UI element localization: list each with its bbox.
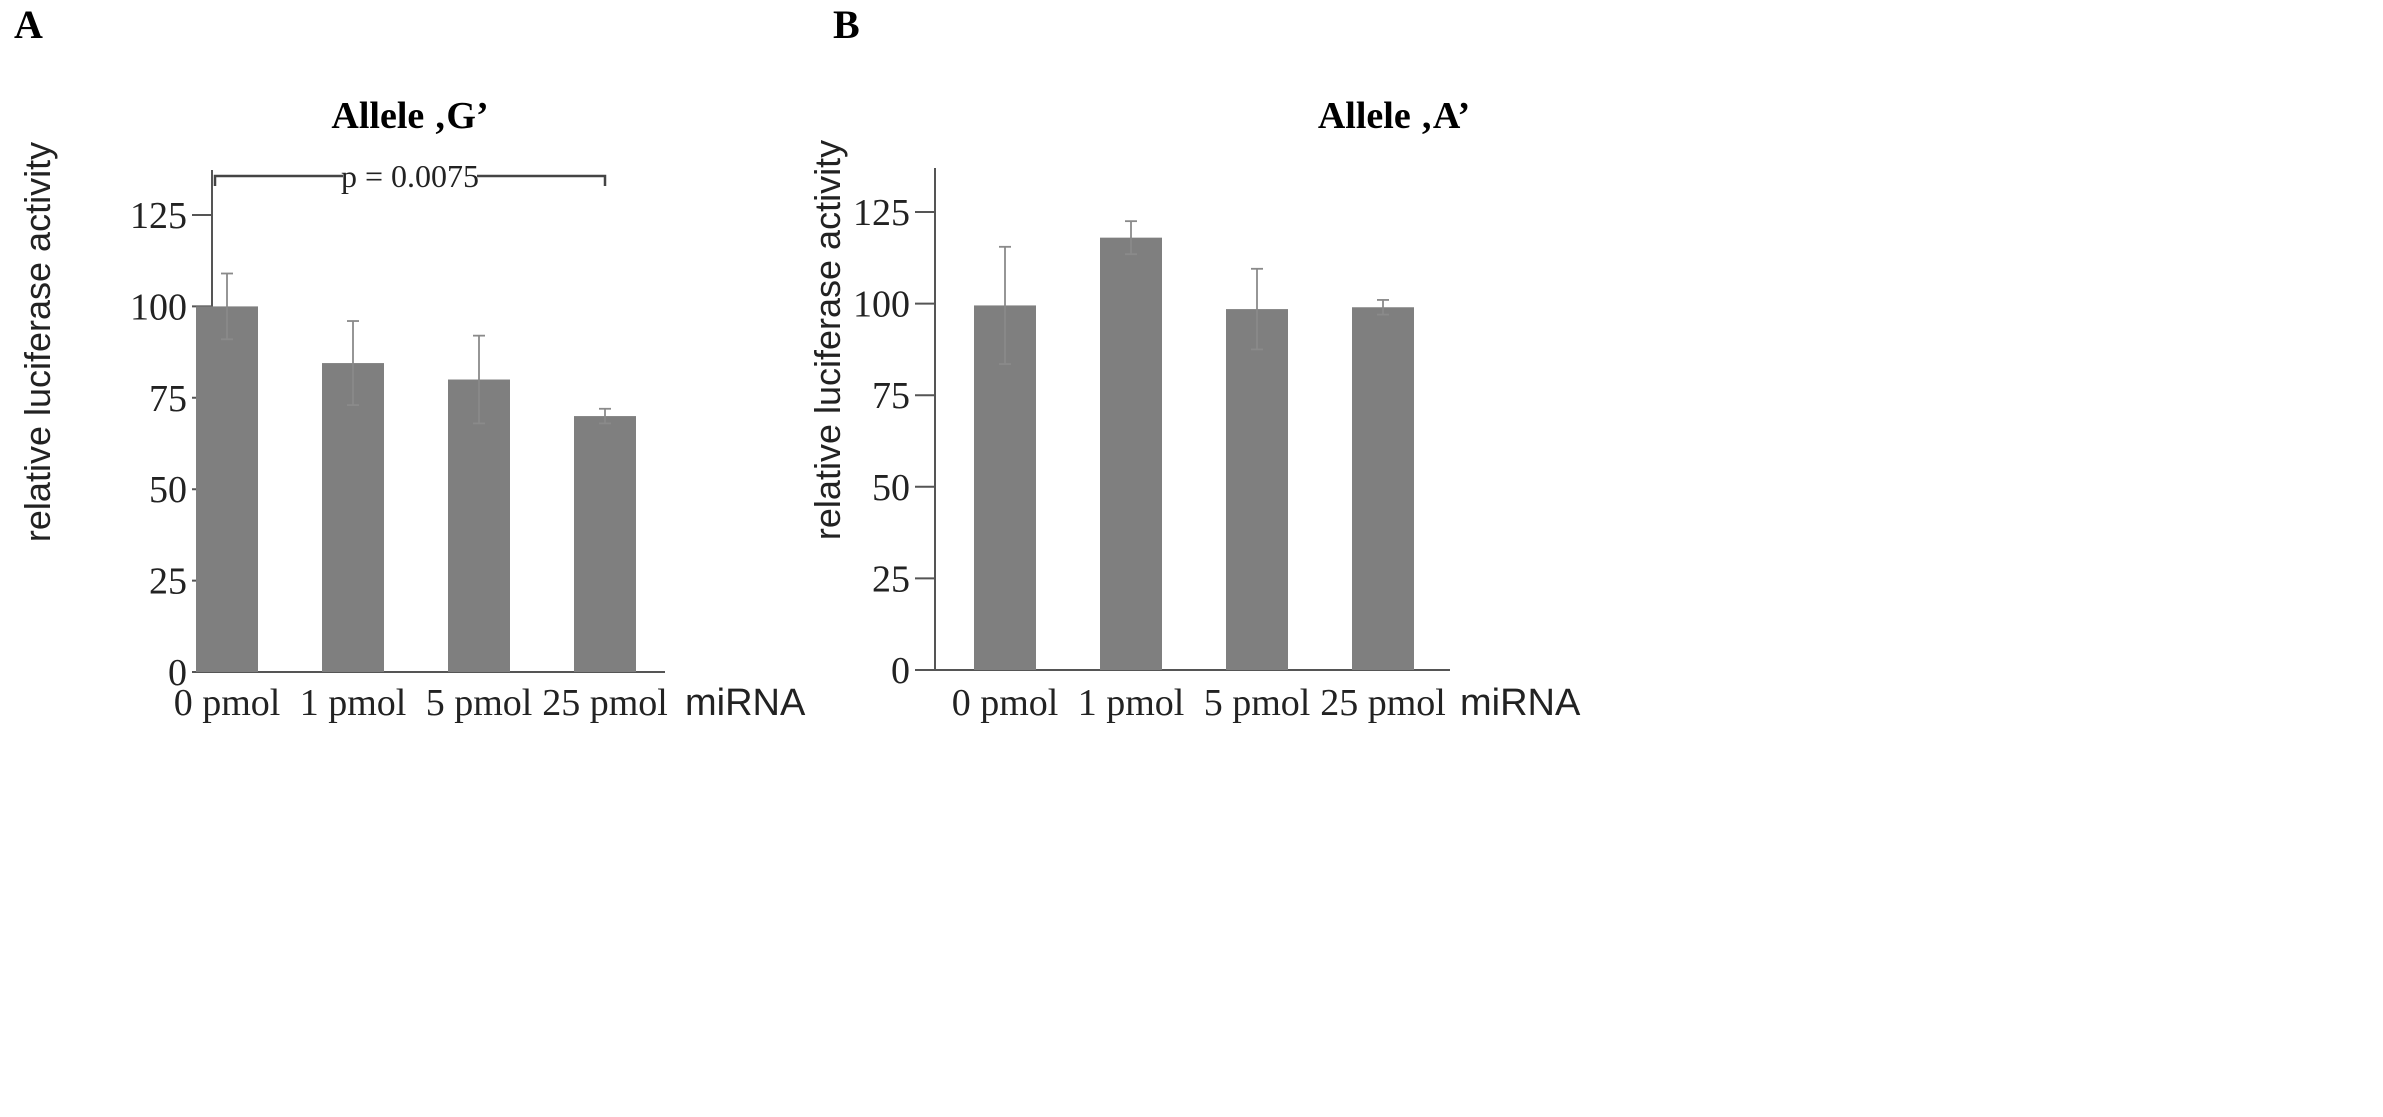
bar [1100, 237, 1162, 670]
y-tick-label: 125 [130, 195, 187, 237]
y-tick-label: 75 [872, 375, 910, 417]
y-tick-label: 25 [872, 558, 910, 600]
panel-b: B Allele ‚A’ relative luciferase activity 0… [807, 2, 1581, 724]
bar [196, 306, 258, 672]
x-axis-label: miRNA [685, 682, 806, 724]
y-tick-label: 0 [168, 652, 187, 694]
category-label: 25 pmol [1320, 682, 1446, 724]
bar [574, 416, 636, 672]
bar [1352, 307, 1414, 670]
bar [448, 379, 510, 672]
category-label: 25 pmol [542, 682, 668, 724]
y-tick-label: 100 [130, 286, 187, 328]
y-tick-label: 50 [149, 469, 187, 511]
panel-a: A Allele ‚G’ relative luciferase activity 0… [14, 2, 806, 724]
panel-label: B [833, 2, 860, 47]
category-label: 1 pmol [300, 682, 407, 724]
y-tick-label: 0 [891, 650, 910, 692]
significance-bracket-right [477, 174, 607, 186]
category-label: 5 pmol [1204, 682, 1311, 724]
chart-title: Allele ‚A’ [1318, 95, 1470, 137]
significance-bracket-left [213, 174, 343, 186]
category-label: 0 pmol [952, 682, 1059, 724]
y-axis-label: relative luciferase activity [807, 140, 848, 540]
y-axis-label: relative luciferase activity [17, 142, 58, 542]
y-tick-label: 25 [149, 561, 187, 603]
chart-title: Allele ‚G’ [331, 95, 488, 137]
bar [1226, 309, 1288, 670]
bar [974, 305, 1036, 670]
y-tick-label: 75 [149, 378, 187, 420]
panel-label: A [14, 2, 43, 47]
category-label: 5 pmol [426, 682, 533, 724]
category-label: 1 pmol [1078, 682, 1185, 724]
y-tick-label: 100 [853, 284, 910, 326]
category-label: 0 pmol [174, 682, 281, 724]
bar [322, 363, 384, 672]
p-value-annotation: p = 0.0075 [341, 158, 479, 194]
y-tick-label: 50 [872, 467, 910, 509]
x-axis-label: miRNA [1460, 682, 1581, 724]
y-tick-label: 125 [853, 192, 910, 234]
